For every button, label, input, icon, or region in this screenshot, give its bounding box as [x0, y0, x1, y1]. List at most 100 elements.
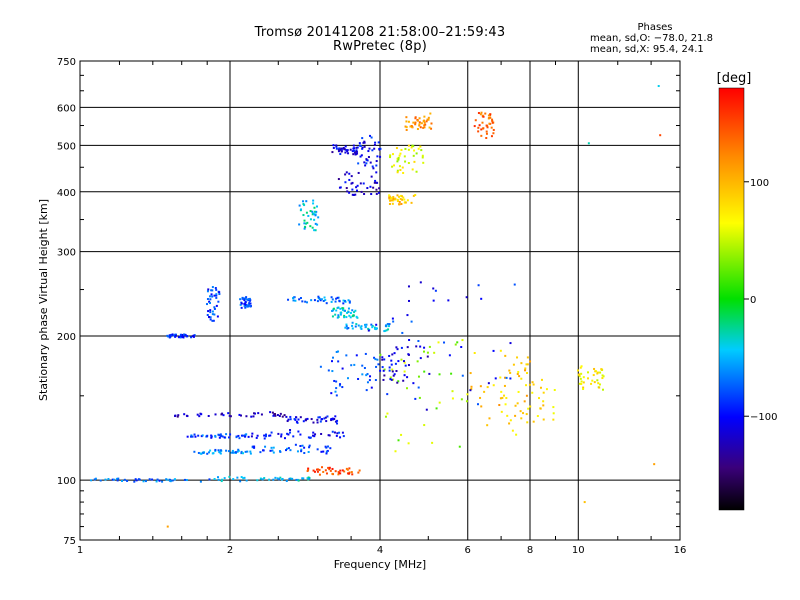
data-point	[225, 449, 228, 452]
data-point	[383, 368, 386, 371]
data-point	[316, 300, 319, 303]
data-point	[350, 364, 353, 367]
data-point	[490, 135, 493, 138]
data-point	[244, 435, 247, 438]
data-point	[539, 407, 542, 410]
x-tick-label: 10	[572, 545, 585, 556]
data-point	[400, 148, 403, 151]
data-point	[218, 293, 221, 296]
data-point	[331, 370, 334, 373]
data-point	[177, 414, 180, 417]
data-point	[407, 353, 410, 356]
data-point	[532, 420, 535, 423]
data-point	[423, 121, 426, 124]
data-point	[317, 416, 320, 419]
data-point	[598, 386, 601, 389]
data-point	[460, 398, 463, 401]
data-point	[398, 200, 401, 203]
data-point	[303, 204, 306, 207]
data-point	[419, 281, 422, 284]
y-tick-label: 750	[57, 57, 76, 68]
data-point	[322, 470, 325, 473]
data-point	[448, 354, 451, 357]
data-point	[499, 376, 502, 379]
data-point	[314, 229, 317, 232]
data-point	[304, 419, 307, 422]
data-point	[383, 358, 386, 361]
data-point	[287, 433, 290, 436]
data-point	[295, 478, 298, 481]
data-point	[348, 467, 351, 470]
data-point	[422, 126, 425, 129]
data-point	[326, 415, 329, 418]
data-point	[354, 325, 357, 328]
data-point	[349, 311, 352, 314]
data-point	[600, 368, 603, 371]
data-point	[156, 478, 159, 481]
data-point	[183, 333, 186, 336]
data-point	[281, 477, 284, 480]
data-point	[346, 472, 349, 475]
data-point	[375, 192, 378, 195]
data-point	[320, 298, 323, 301]
data-point	[351, 321, 354, 324]
colorbar	[718, 87, 745, 511]
data-point	[212, 319, 215, 322]
data-point	[353, 149, 356, 152]
data-point	[577, 369, 580, 372]
data-point	[306, 417, 309, 420]
data-point	[294, 443, 297, 446]
data-point	[246, 450, 249, 453]
data-point	[210, 436, 213, 439]
data-point	[155, 480, 158, 483]
data-point	[135, 479, 138, 482]
data-point	[379, 155, 382, 158]
data-point	[331, 309, 334, 312]
data-point	[293, 418, 296, 421]
data-point	[580, 382, 583, 385]
data-point	[346, 311, 349, 314]
data-point	[225, 433, 228, 436]
data-point	[330, 296, 333, 299]
data-point	[240, 302, 243, 305]
data-point	[371, 149, 374, 152]
x-tick-label: 1	[77, 545, 83, 556]
data-point	[240, 306, 243, 309]
data-point	[207, 414, 210, 417]
data-point	[399, 168, 402, 171]
data-point	[239, 303, 242, 306]
data-point	[386, 393, 389, 396]
data-point	[217, 476, 220, 479]
data-point	[364, 325, 367, 328]
data-point	[184, 478, 187, 481]
data-point	[388, 195, 391, 198]
data-point	[373, 356, 376, 359]
data-point	[242, 477, 245, 480]
data-point	[365, 162, 368, 165]
chart-title-line1: Tromsø 20141208 21:58:00–21:59:43	[254, 25, 506, 40]
data-point	[289, 449, 292, 452]
data-point	[405, 120, 408, 123]
data-point	[407, 285, 410, 288]
data-point	[397, 380, 400, 383]
data-point	[332, 309, 335, 312]
data-point	[218, 436, 221, 439]
data-point	[209, 311, 212, 314]
data-point	[385, 329, 388, 332]
data-point	[330, 392, 333, 395]
data-point	[601, 377, 604, 380]
data-point	[485, 132, 488, 135]
data-point	[243, 297, 246, 300]
data-point	[302, 477, 305, 480]
data-point	[306, 477, 309, 480]
data-point	[227, 412, 230, 415]
data-point	[487, 114, 490, 117]
data-point	[210, 293, 213, 296]
data-point	[531, 391, 534, 394]
data-point	[414, 397, 417, 400]
data-point	[215, 304, 218, 307]
data-point	[583, 501, 586, 504]
data-point	[315, 210, 318, 213]
data-point	[526, 363, 529, 366]
data-point	[491, 121, 494, 124]
